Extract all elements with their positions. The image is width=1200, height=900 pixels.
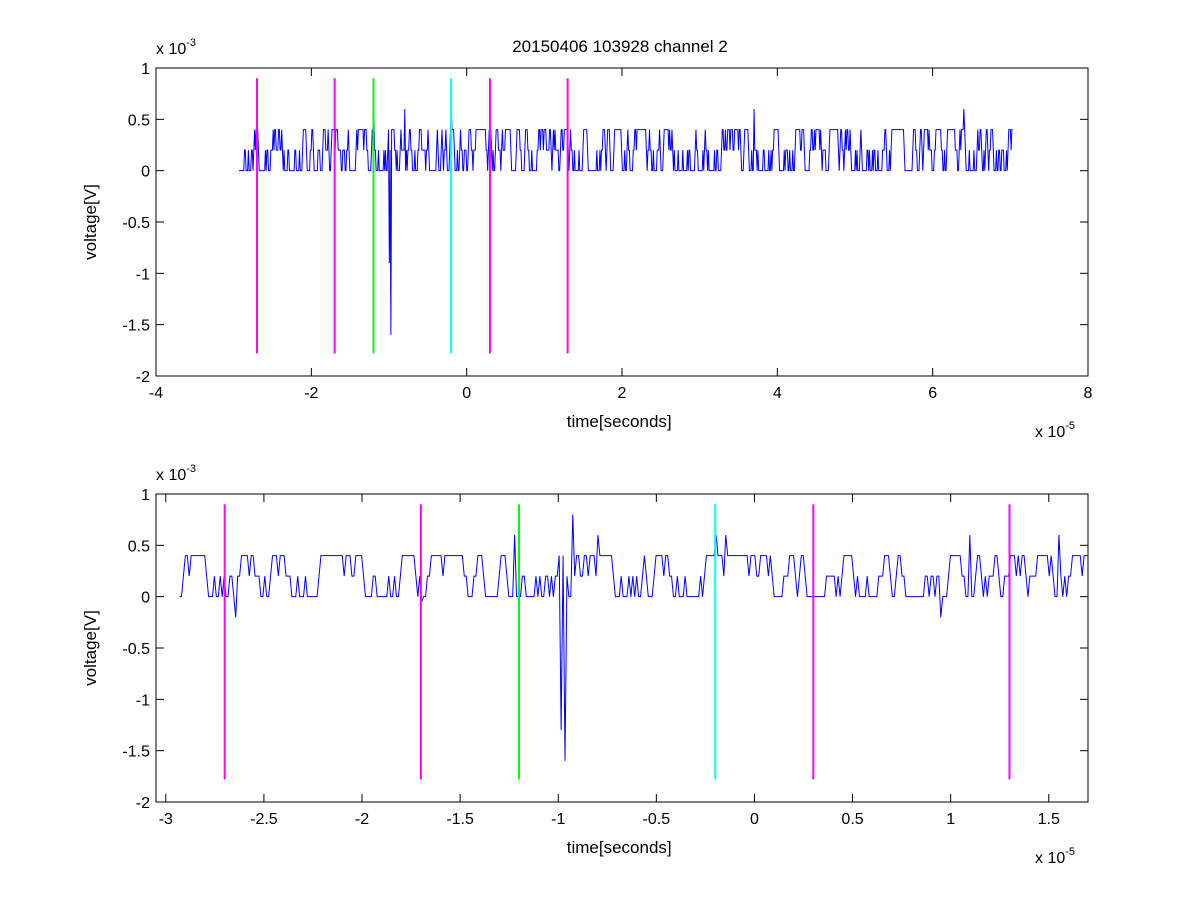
x-tick-label: -0.5 [643, 811, 671, 828]
x-tick-label: -1 [551, 811, 565, 828]
y-exponent-power: -3 [186, 37, 196, 49]
x-tick-label: 8 [1084, 385, 1093, 402]
x-tick-label: 6 [928, 385, 937, 402]
y-tick-label: -0.5 [122, 641, 150, 658]
y-tick-label: -1.5 [122, 318, 150, 335]
x-exponent-power: -5 [1065, 846, 1075, 858]
y-exponent-base: x 10 [156, 467, 186, 484]
y-tick-label: -2 [136, 795, 150, 812]
y-tick-label: -0.5 [122, 215, 150, 232]
x-tick-label: -2 [304, 385, 318, 402]
y-exponent-base: x 10 [156, 41, 186, 58]
x-tick-label: 0 [462, 385, 471, 402]
top-plot: -4 -2 0 2 4 6 8-2-1.5-1-0.500.51time[seconds]v… [81, 37, 1093, 441]
y-tick-label: -1 [136, 692, 150, 709]
x-tick-label: -2 [355, 811, 369, 828]
y-axis-label: voltage[V] [81, 184, 100, 260]
y-exponent-power: -3 [186, 463, 196, 475]
y-tick-label: 0 [141, 164, 150, 181]
x-exponent: x 10-5 [1035, 846, 1075, 867]
y-tick-label: -1 [136, 266, 150, 283]
y-axis-label: voltage[V] [81, 610, 100, 686]
x-exponent-base: x 10 [1035, 850, 1065, 867]
y-tick-label: -1.5 [122, 744, 150, 761]
figure-title: 20150406 103928 channel 2 [512, 37, 728, 56]
x-exponent-power: -5 [1065, 420, 1075, 432]
x-exponent-base: x 10 [1035, 424, 1065, 441]
x-tick-label: -4 [149, 385, 163, 402]
y-tick-label: 0.5 [128, 112, 150, 129]
y-tick-label: 1 [141, 61, 150, 78]
x-axis-label: time[seconds] [567, 412, 672, 431]
y-tick-label: 1 [141, 487, 150, 504]
x-tick-label: 1 [946, 811, 955, 828]
y-exponent: x 10-3 [156, 37, 196, 58]
voltage-trace [239, 109, 1013, 335]
x-axis-label: time[seconds] [567, 838, 672, 857]
voltage-trace [179, 514, 1088, 761]
y-tick-label: 0 [141, 590, 150, 607]
x-tick-label: -1.5 [446, 811, 474, 828]
x-tick-label: 0 [750, 811, 759, 828]
x-tick-label: 0.5 [841, 811, 863, 828]
x-tick-label: -3 [159, 811, 173, 828]
y-tick-label: 0.5 [128, 538, 150, 555]
y-tick-label: -2 [136, 369, 150, 386]
bottom-plot: -3 -2.5 -2 -1.5 -1 -0.5 0 0.5 1 1.5 -2 -1.5 -1 -0.5 0 0… [81, 463, 1089, 867]
x-tick-label: 1.5 [1038, 811, 1060, 828]
x-exponent: x 10-5 [1035, 420, 1075, 441]
y-exponent: x 10-3 [156, 463, 196, 484]
x-tick-label: 4 [773, 385, 782, 402]
x-tick-label: -2.5 [250, 811, 278, 828]
plot-area [155, 67, 1089, 377]
x-tick-label: 2 [618, 385, 627, 402]
plot-area [155, 493, 1089, 803]
